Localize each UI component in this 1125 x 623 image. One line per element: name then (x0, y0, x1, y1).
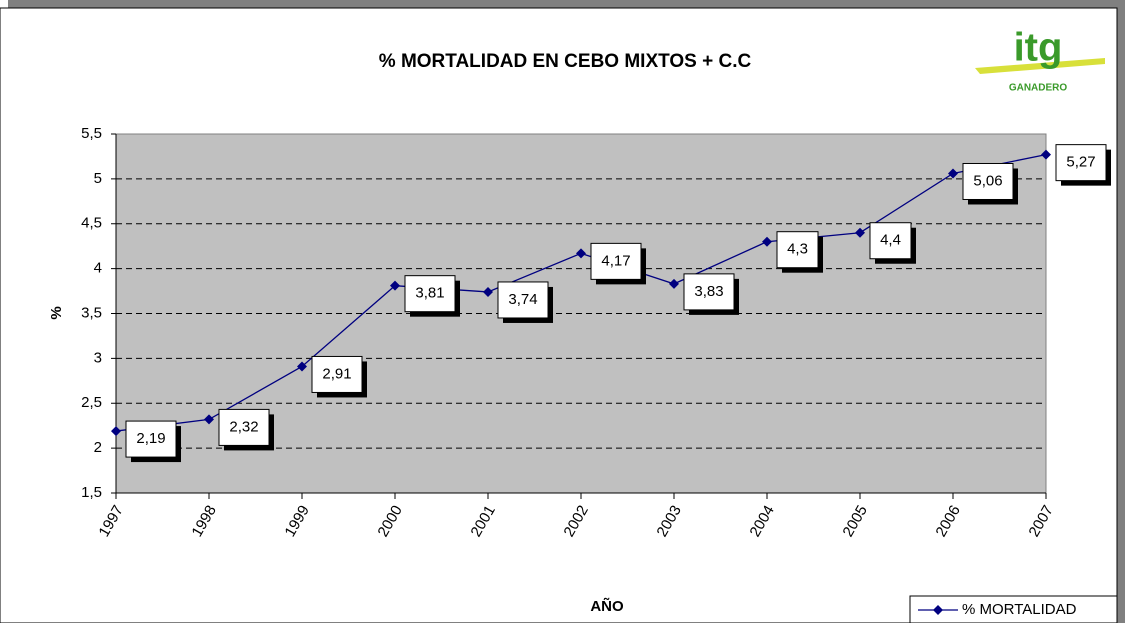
y-tick-label: 2 (94, 439, 102, 456)
data-label: 4,3 (787, 241, 808, 258)
data-label-box (776, 231, 819, 269)
logo-text: itg (1014, 26, 1063, 70)
y-tick-label: 4,5 (81, 215, 102, 232)
data-label-box (1055, 144, 1107, 182)
data-label: 4,4 (880, 232, 901, 249)
logo-swoosh (975, 58, 1105, 74)
y-tick-label: 2,5 (81, 394, 102, 411)
legend-marker (933, 605, 943, 615)
x-axis-label: AÑO (590, 597, 624, 615)
data-label-box (404, 275, 456, 313)
marker (948, 168, 958, 179)
marker (1041, 149, 1051, 160)
data-label: 3,81 (415, 285, 444, 302)
data-label: 4,17 (601, 252, 630, 269)
data-label-box (497, 281, 549, 319)
data-label: 5,06 (973, 172, 1002, 189)
y-tick-label: 5,5 (81, 125, 102, 142)
marker (390, 280, 400, 291)
data-label-box (683, 273, 735, 311)
data-label-box (962, 162, 1014, 200)
data-label: 2,19 (136, 430, 165, 447)
y-tick-label: 3 (94, 349, 102, 366)
y-tick-label: 5 (94, 170, 102, 187)
marker (204, 414, 214, 425)
legend: % MORTALIDAD (909, 595, 1118, 623)
marker (297, 361, 307, 372)
chart-title: % MORTALIDAD EN CEBO MIXTOS + C.C (379, 51, 752, 72)
data-label-box (869, 222, 912, 260)
data-label-box (125, 420, 177, 458)
y-tick-label: 3,5 (81, 304, 102, 321)
logo: itg GANADERO (975, 26, 1105, 94)
data-label: 3,74 (508, 291, 537, 308)
marker (111, 426, 121, 437)
data-label: 2,91 (322, 365, 351, 382)
logo-subtext: GANADERO (1009, 83, 1068, 94)
data-label-box (590, 242, 642, 280)
y-tick-label: 1,5 (81, 484, 102, 501)
marker (762, 236, 772, 247)
marker (855, 227, 865, 238)
data-label: 5,27 (1066, 154, 1095, 171)
data-label: 3,83 (694, 283, 723, 300)
data-label-box (218, 408, 270, 446)
marker (483, 286, 493, 297)
y-tick-label: 4 (94, 260, 102, 277)
y-axis-label: % (48, 306, 65, 319)
data-label-box (311, 355, 363, 393)
marker (669, 278, 679, 289)
legend-label: % MORTALIDAD (962, 601, 1077, 618)
marker (576, 248, 586, 259)
data-label: 2,32 (229, 418, 258, 435)
